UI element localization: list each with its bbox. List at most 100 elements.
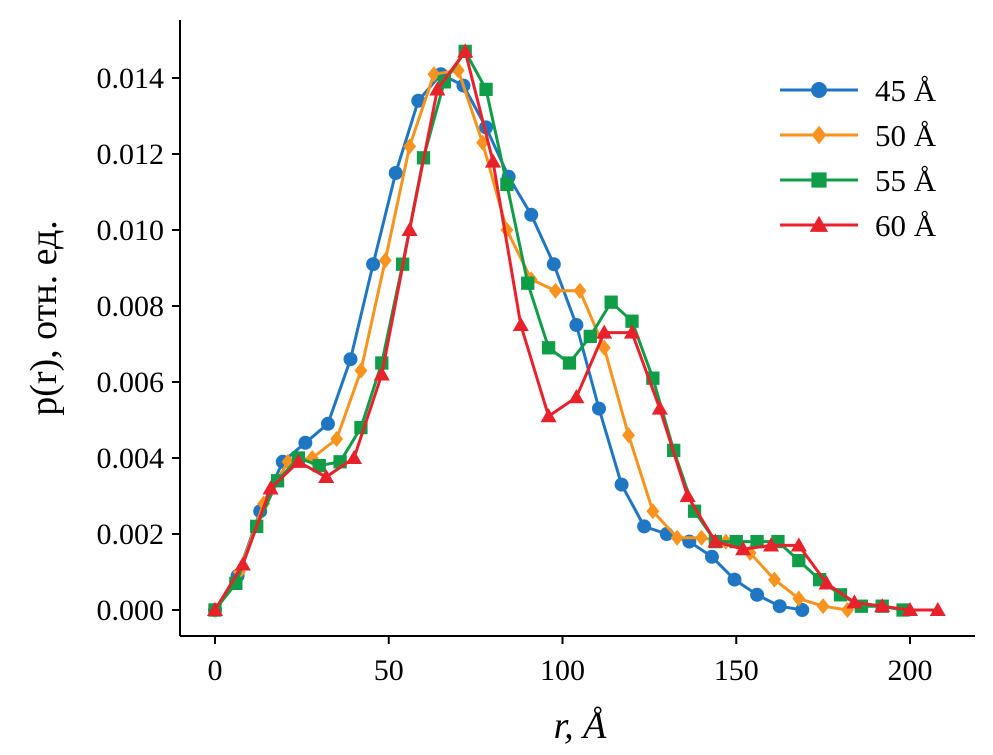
data-point: [901, 601, 919, 617]
x-tick-label: 200: [888, 654, 933, 687]
data-point: [401, 221, 418, 237]
legend: 45 Å 50 Å 55 Å 60 Å: [780, 73, 937, 243]
data-point: [818, 575, 835, 590]
data-point: [816, 598, 830, 615]
data-point: [704, 549, 719, 564]
data-point: [540, 408, 557, 423]
data-point: [388, 166, 403, 180]
data-point: [670, 529, 684, 546]
legend-marker: [811, 82, 827, 98]
data-point: [320, 416, 335, 431]
y-tick-label: 0.000: [97, 594, 165, 627]
y-tick-label: 0.014: [97, 62, 165, 95]
data-point: [679, 487, 696, 503]
data-point: [750, 587, 765, 602]
data-point: [206, 601, 224, 617]
data-point: [343, 352, 358, 367]
data-point: [762, 537, 780, 552]
legend-item: 45 Å: [780, 73, 937, 108]
data-point: [792, 590, 806, 607]
data-point: [429, 81, 446, 96]
data-point: [411, 93, 426, 108]
data-point: [403, 138, 417, 155]
x-tick-label: 0: [208, 654, 223, 687]
data-point: [795, 603, 810, 617]
data-point: [541, 341, 556, 355]
data-point: [792, 553, 806, 568]
data-point: [298, 435, 313, 450]
data-point: [790, 537, 807, 552]
legend-marker: [811, 125, 827, 145]
data-point: [727, 572, 742, 587]
data-point: [568, 389, 585, 404]
x-axis-ticks: 0 50 100 150 200: [208, 636, 933, 687]
data-point: [427, 66, 441, 83]
data-point: [366, 257, 381, 272]
y-axis-title: p(r), отн. ед.: [23, 220, 65, 416]
legend-marker: [809, 215, 829, 232]
data-point: [874, 598, 891, 613]
data-point: [772, 599, 787, 614]
data-point: [707, 533, 724, 548]
data-point: [354, 362, 368, 379]
data-point: [457, 43, 474, 58]
series-1: [208, 67, 810, 617]
data-point: [378, 252, 392, 269]
x-tick-label: 50: [374, 654, 404, 687]
data-point: [569, 318, 584, 332]
data-point: [695, 529, 708, 546]
legend-label: 60 Å: [875, 208, 937, 243]
data-point: [500, 177, 514, 192]
y-tick-label: 0.006: [97, 366, 165, 399]
y-tick-label: 0.004: [97, 442, 165, 475]
y-tick-label: 0.008: [97, 290, 165, 323]
y-tick-label: 0.012: [97, 138, 165, 171]
data-point: [290, 453, 307, 468]
data-point: [476, 134, 490, 151]
data-point: [622, 427, 635, 444]
data-point: [373, 366, 390, 381]
data-point: [651, 400, 668, 415]
data-point: [562, 356, 577, 370]
data-point: [614, 477, 629, 492]
x-axis-title-var: r, Å: [554, 705, 608, 747]
data-point: [484, 153, 502, 168]
data-point: [768, 571, 781, 588]
data-point: [646, 503, 660, 520]
series-line: [213, 49, 904, 612]
series-3: [208, 44, 910, 617]
data-point: [596, 324, 613, 339]
legend-label: 55 Å: [875, 163, 937, 198]
y-tick-label: 0.010: [97, 214, 165, 247]
legend-label: 45 Å: [875, 73, 937, 108]
data-point: [637, 519, 652, 534]
data-point: [524, 207, 539, 222]
data-point: [583, 329, 597, 344]
series-layer: [206, 43, 946, 619]
data-point: [597, 339, 611, 356]
data-point: [234, 556, 251, 571]
data-point: [591, 401, 606, 416]
x-axis-title: r, Å: [554, 705, 608, 747]
data-point: [735, 541, 752, 556]
series-line: [213, 68, 848, 612]
data-point: [345, 449, 363, 465]
data-point: [929, 601, 946, 617]
data-point: [479, 82, 493, 97]
legend-label: 50 Å: [875, 118, 937, 153]
legend-item: 60 Å: [780, 208, 937, 243]
series-2: [208, 62, 854, 619]
data-point: [281, 453, 295, 470]
legend-item: 50 Å: [780, 118, 937, 153]
data-point: [846, 594, 863, 609]
series-4: [206, 43, 946, 617]
y-tick-label: 0.002: [97, 518, 165, 551]
legend-item: 55 Å: [780, 163, 937, 198]
y-axis-ticks: 0.000 0.002 0.004 0.006 0.008 0.010 0.012 0.014: [97, 62, 180, 627]
legend-marker: [811, 172, 827, 188]
x-tick-label: 150: [714, 654, 759, 687]
data-point: [312, 458, 326, 473]
data-point: [512, 316, 529, 332]
data-point: [573, 282, 587, 299]
